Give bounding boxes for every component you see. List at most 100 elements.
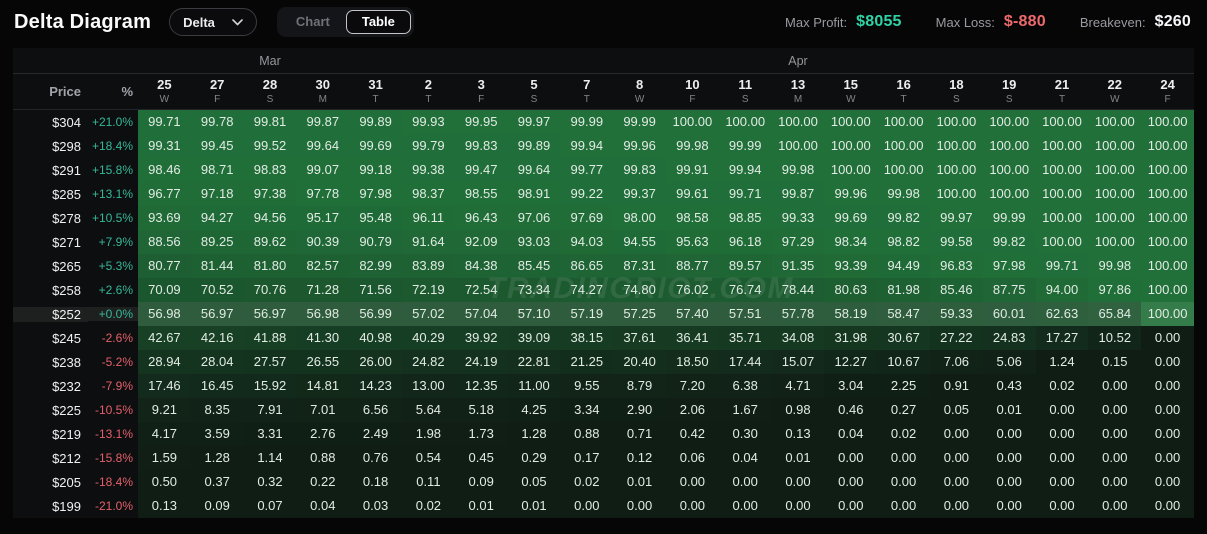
delta-cell: 76.74	[718, 278, 772, 302]
delta-cell: 41.30	[296, 326, 350, 350]
date-day: 30	[315, 77, 331, 93]
month-label-mar: Mar	[259, 53, 281, 68]
delta-cell: 0.00	[665, 494, 719, 518]
delta-cell: 96.77	[138, 182, 191, 206]
delta-cell: 21.25	[560, 350, 614, 374]
delta-cell: 99.99	[982, 206, 1036, 230]
date-day: 22	[1107, 77, 1123, 93]
delta-cell: 98.55	[454, 182, 508, 206]
date-dow: F	[214, 93, 221, 105]
delta-cell: 100.00	[1141, 134, 1194, 158]
tab-chart[interactable]: Chart	[280, 10, 346, 34]
breakeven-label: Breakeven:	[1079, 14, 1146, 30]
date-dow: W	[159, 93, 170, 105]
delta-cell: 4.71	[771, 374, 825, 398]
delta-cell: 0.12	[613, 446, 666, 470]
delta-cell: 0.00	[1088, 494, 1142, 518]
month-header-row: Mar Apr	[13, 48, 1194, 74]
delta-cell: 89.62	[243, 230, 297, 254]
delta-cell: 99.94	[718, 158, 772, 182]
delta-cell: 20.40	[613, 350, 666, 374]
delta-cell: 0.22	[296, 470, 350, 494]
delta-cell: 70.52	[190, 278, 244, 302]
delta-cell: 0.04	[718, 446, 772, 470]
delta-cell: 99.77	[560, 158, 614, 182]
delta-cell: 87.31	[613, 254, 666, 278]
date-column-header: 18 S	[930, 78, 983, 105]
pct-label: +10.5%	[91, 211, 133, 225]
delta-cell: 0.00	[982, 494, 1036, 518]
delta-cell: 39.92	[454, 326, 508, 350]
delta-cell: 97.06	[507, 206, 561, 230]
date-dow: M	[793, 93, 803, 105]
summary-stats: Max Profit: $8055 Max Loss: $-880 Breake…	[785, 13, 1191, 31]
delta-cell: 99.83	[613, 158, 666, 182]
delta-cell: 98.82	[877, 230, 930, 254]
delta-cell: 88.77	[665, 254, 719, 278]
delta-cell: 70.76	[243, 278, 297, 302]
tab-table[interactable]: Table	[345, 10, 411, 34]
pct-label: +13.1%	[91, 187, 133, 201]
delta-cell: 99.89	[349, 110, 402, 134]
delta-cell: 99.81	[243, 110, 297, 134]
date-day: 7	[583, 77, 591, 93]
delta-cell: 100.00	[771, 110, 825, 134]
delta-cell: 99.82	[877, 206, 930, 230]
delta-cell: 95.48	[349, 206, 402, 230]
delta-cell: 97.69	[560, 206, 614, 230]
delta-cell: 7.01	[296, 398, 350, 422]
date-dow: W	[634, 93, 645, 105]
delta-cell: 98.37	[401, 182, 455, 206]
date-dow: T	[425, 93, 432, 105]
table-row: $245 -2.6% 42.67 42.16 41.88 41.30 40.98 40.29 3…	[13, 326, 1194, 350]
delta-cell: 7.91	[243, 398, 297, 422]
delta-cell: 1.59	[138, 446, 191, 470]
delta-cell: 57.19	[560, 302, 614, 326]
delta-cell: 0.00	[1088, 398, 1142, 422]
delta-cell: 100.00	[1141, 278, 1194, 302]
delta-cell: 78.44	[771, 278, 825, 302]
delta-table-body: $304 +21.0% 99.71 99.78 99.81 99.87 99.89 99.93…	[13, 110, 1194, 518]
date-dow: F	[478, 93, 485, 105]
delta-cell: 99.99	[560, 110, 614, 134]
delta-cell: 0.00	[1088, 374, 1142, 398]
delta-cell: 3.31	[243, 422, 297, 446]
date-dow: S	[530, 93, 538, 105]
delta-cell: 1.24	[1035, 350, 1089, 374]
delta-cell: 15.07	[771, 350, 825, 374]
delta-cell: 37.61	[613, 326, 666, 350]
delta-cell: 97.98	[349, 182, 402, 206]
delta-cell: 0.09	[190, 494, 244, 518]
delta-cell: 99.97	[507, 110, 561, 134]
delta-cell: 65.84	[1088, 302, 1142, 326]
date-dow: W	[1110, 93, 1120, 105]
delta-cell: 99.91	[665, 158, 719, 182]
pct-label: +21.0%	[91, 115, 133, 129]
delta-cell: 0.00	[929, 494, 983, 518]
breakeven-stat: Breakeven: $260	[1080, 13, 1191, 31]
delta-cell: 99.61	[665, 182, 719, 206]
metric-dropdown[interactable]: Delta	[169, 8, 257, 36]
price-label: $285	[52, 186, 81, 202]
date-dow: T	[1058, 93, 1066, 105]
pct-label: -15.8%	[94, 451, 133, 465]
date-column-header: 21 T	[1036, 78, 1089, 105]
delta-cell: 98.00	[613, 206, 666, 230]
delta-cell: 99.95	[454, 110, 508, 134]
date-day: 11	[738, 77, 753, 93]
delta-cell: 99.18	[349, 158, 402, 182]
date-column-header: 13 M	[772, 78, 825, 105]
delta-cell: 99.89	[507, 134, 561, 158]
delta-cell: 0.00	[1141, 446, 1194, 470]
delta-cell: 100.00	[771, 134, 825, 158]
column-header-row: Price% 25 W 27 F 28 S 30 M 31 T 2 T 3 F 5 S 7 T 8 W 10 F 11 S 13 M…	[13, 74, 1194, 110]
table-row: $212 -15.8% 1.59 1.28 1.14 0.88 0.76 0.54 0.45 0.…	[13, 446, 1194, 470]
table-row: $271 +7.9% 88.56 89.25 89.62 90.39 90.79 91.64 9…	[13, 230, 1194, 254]
delta-cell: 99.47	[454, 158, 508, 182]
delta-cell: 42.16	[190, 326, 244, 350]
delta-cell: 100.00	[1141, 302, 1194, 326]
delta-cell: 99.98	[771, 158, 825, 182]
delta-cell: 8.79	[613, 374, 666, 398]
delta-cell: 10.67	[877, 350, 930, 374]
